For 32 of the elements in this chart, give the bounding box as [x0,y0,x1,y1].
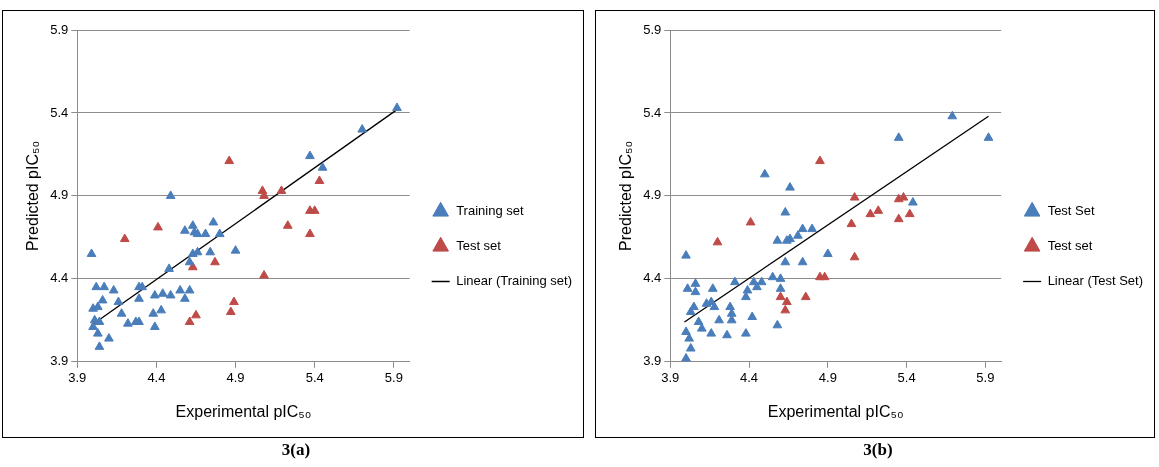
legend-label: Test set [1047,238,1093,254]
y-tick-label: 5.9 [643,21,662,37]
legend-label: Test Set [1047,203,1095,219]
x-tick-label: 5.4 [305,370,324,386]
text: 3(a) [281,440,311,460]
text: 3(b) [863,440,893,460]
legend-label: Test set [456,238,502,254]
x-tick-label: 4.4 [740,370,759,386]
x-tick-label: 4.9 [818,370,837,386]
y-axis-title: Predicted pIC₅₀ [24,140,42,251]
legend-label: Linear (Test Set) [1047,273,1143,289]
y-tick-label: 3.9 [50,353,69,369]
y-tick-label: 4.4 [50,270,69,286]
y-tick-label: 4.4 [643,270,662,286]
y-tick-label: 5.4 [643,104,662,120]
legend-label: Linear (Training set) [456,273,573,289]
x-axis-title: Experimental pIC₅₀ [767,403,904,421]
x-tick-label: 3.9 [661,370,680,386]
y-axis-title: Predicted pIC₅₀ [617,140,635,251]
x-tick-label: 5.4 [897,370,916,386]
x-tick-label: 4.4 [147,370,166,386]
x-tick-label: 3.9 [68,370,87,386]
y-tick-label: 3.9 [643,353,662,369]
y-tick-label: 5.4 [50,104,69,120]
y-tick-label: 5.9 [50,21,69,37]
x-axis-title: Experimental pIC₅₀ [175,403,312,421]
x-tick-label: 5.9 [976,370,995,386]
legend-label: Training set [456,203,524,219]
y-tick-label: 4.9 [643,187,662,203]
x-tick-label: 4.9 [226,370,245,386]
y-tick-label: 4.9 [50,187,69,203]
x-tick-label: 5.9 [384,370,403,386]
